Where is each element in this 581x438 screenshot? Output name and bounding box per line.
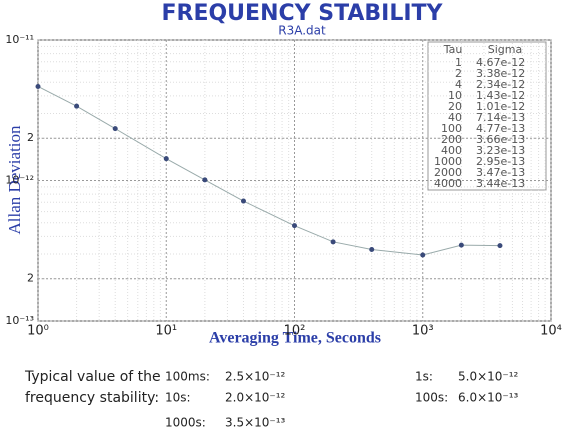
note-label: Typical value of the bbox=[24, 369, 161, 385]
table-tau: 400 bbox=[441, 144, 462, 157]
table-tau: 200 bbox=[441, 133, 462, 146]
chart-title: FREQUENCY STABILITY bbox=[161, 1, 443, 26]
table-sigma: 3.38e-12 bbox=[476, 67, 525, 80]
chart-subtitle: R3A.dat bbox=[278, 24, 326, 38]
data-point bbox=[330, 239, 336, 245]
note-value: 2.5×10⁻¹² bbox=[225, 370, 286, 384]
note-value: 6.0×10⁻¹³ bbox=[458, 391, 519, 405]
x-tick-label: 10² bbox=[284, 324, 306, 339]
note-value: 5.0×10⁻¹² bbox=[458, 370, 519, 384]
x-tick-label: 10³ bbox=[412, 324, 434, 339]
table-sigma: 2.95e-13 bbox=[476, 155, 525, 168]
y-tick-label: 10⁻¹² bbox=[5, 174, 34, 187]
table-sigma: 7.14e-13 bbox=[476, 111, 525, 124]
x-tick-label: 10⁴ bbox=[540, 324, 562, 339]
data-point bbox=[35, 83, 41, 89]
table-sigma: 3.66e-13 bbox=[476, 133, 525, 146]
data-point bbox=[458, 242, 464, 248]
table-tau: 4000 bbox=[434, 177, 462, 190]
table-sigma: 1.43e-12 bbox=[476, 89, 525, 102]
note-value: 3.5×10⁻¹³ bbox=[225, 416, 286, 430]
table-sigma: 3.44e-13 bbox=[476, 177, 525, 190]
table-tau: 40 bbox=[448, 111, 462, 124]
data-point bbox=[292, 223, 297, 229]
table-tau: 20 bbox=[448, 100, 462, 113]
note-label: frequency stability: bbox=[25, 390, 159, 406]
table-sigma: 1.01e-12 bbox=[476, 100, 525, 113]
y-tick-label: 10⁻¹¹ bbox=[5, 33, 34, 46]
x-tick-label: 10⁰ bbox=[27, 324, 49, 339]
data-point bbox=[497, 243, 503, 249]
note-key: 1s: bbox=[415, 370, 433, 384]
table-sigma: 4.67e-12 bbox=[476, 56, 525, 69]
series-line bbox=[37, 86, 500, 256]
table-tau: 10 bbox=[448, 89, 462, 102]
table-tau: 1 bbox=[455, 56, 462, 69]
data-point bbox=[112, 126, 118, 132]
y-tick-label: 10⁻¹³ bbox=[5, 314, 34, 327]
table-tau: 1000 bbox=[434, 155, 462, 168]
data-point bbox=[163, 156, 169, 162]
x-tick-label: 10¹ bbox=[155, 324, 177, 339]
note-key: 100s: bbox=[415, 391, 448, 405]
table-sigma: 3.23e-13 bbox=[476, 144, 525, 157]
table-sigma: 3.47e-13 bbox=[476, 166, 525, 179]
table-sigma: 4.77e-13 bbox=[476, 122, 525, 135]
data-point bbox=[369, 246, 375, 252]
table-box bbox=[427, 41, 547, 191]
y-axis-label: Allan Deviation bbox=[5, 125, 24, 235]
data-point bbox=[420, 252, 426, 258]
note-value: 2.0×10⁻¹² bbox=[225, 391, 286, 405]
table-tau: 2 bbox=[455, 67, 462, 80]
note-key: 10s: bbox=[165, 391, 191, 405]
table-header: Sigma bbox=[488, 43, 522, 56]
note-key: 100ms: bbox=[165, 370, 210, 384]
data-point bbox=[74, 103, 80, 109]
table-tau: 4 bbox=[455, 78, 462, 91]
data-point bbox=[240, 198, 246, 204]
note-key: 1000s: bbox=[165, 416, 206, 430]
table-header: Tau bbox=[443, 43, 463, 56]
x-axis-label: Averaging Time, Seconds bbox=[209, 330, 381, 347]
data-point bbox=[202, 177, 208, 183]
table-sigma: 2.34e-12 bbox=[476, 78, 525, 91]
table-tau: 2000 bbox=[434, 166, 462, 179]
y-tick-label: 2 bbox=[27, 131, 34, 144]
table-tau: 100 bbox=[441, 122, 462, 135]
y-tick-label: 2 bbox=[27, 272, 34, 285]
